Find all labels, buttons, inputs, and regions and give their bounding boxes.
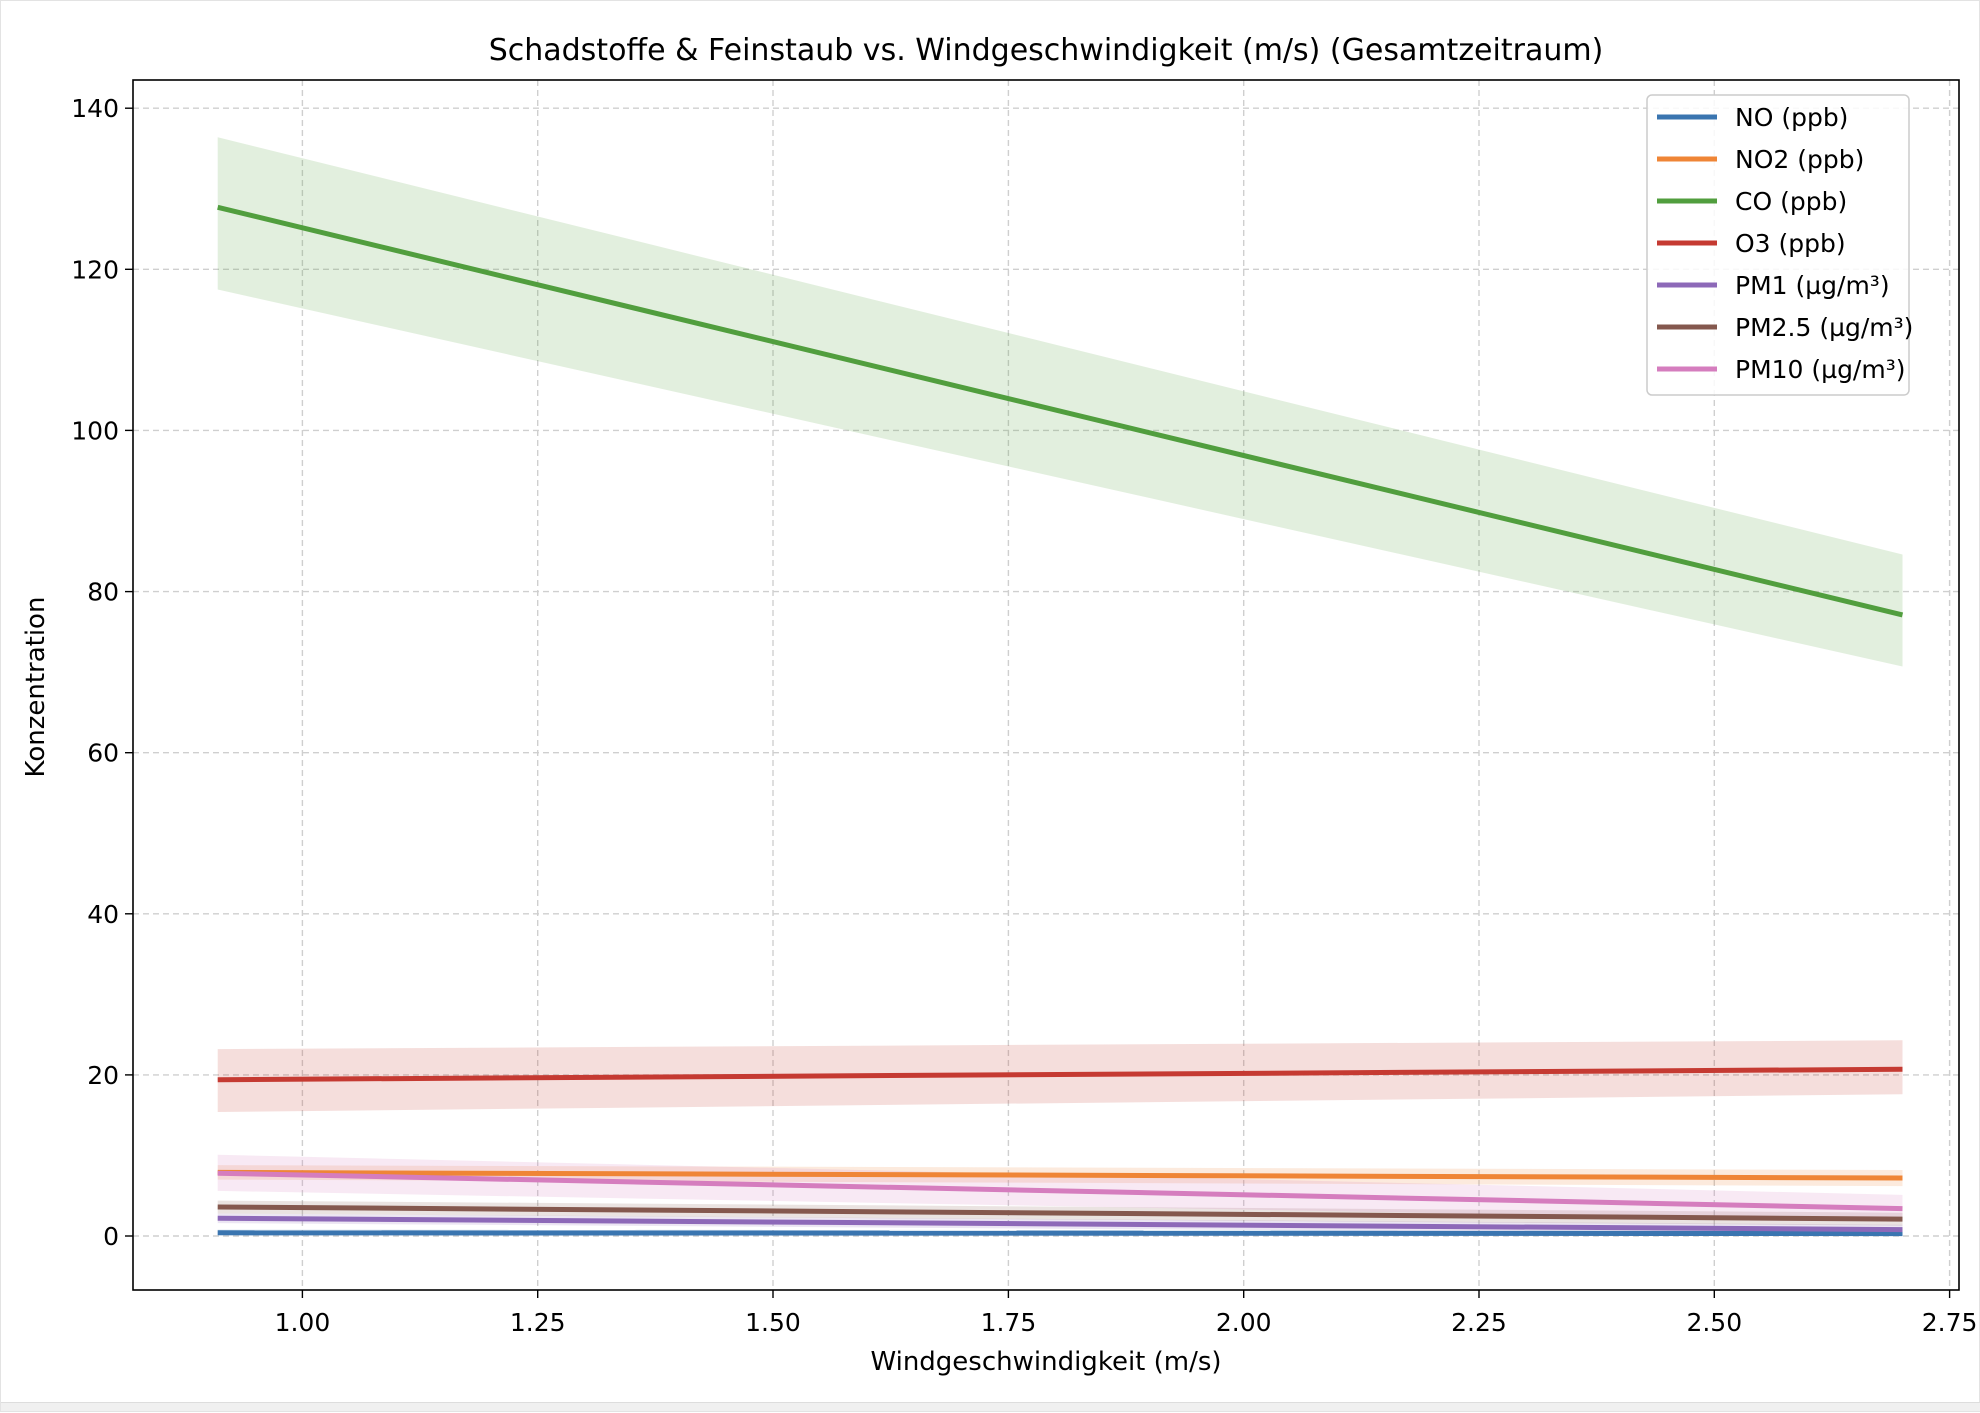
x-tick-label: 1.75 [981, 1308, 1037, 1337]
series-line [217, 1066, 1903, 1083]
y-tick-label: 80 [87, 578, 119, 607]
series-line [217, 1215, 1903, 1233]
series-line [217, 1230, 1903, 1237]
legend-label: NO2 (ppb) [1735, 145, 1864, 174]
y-tick-label: 100 [71, 416, 119, 445]
y-tick-label: 120 [71, 255, 119, 284]
y-tick-label: 20 [87, 1061, 119, 1090]
x-tick-label: 1.50 [745, 1308, 801, 1337]
x-tick-label: 2.75 [1922, 1308, 1978, 1337]
legend-label: PM2.5 (µg/m³) [1735, 313, 1913, 342]
confidence-band [217, 137, 1903, 667]
legend-label: PM1 (µg/m³) [1735, 271, 1890, 300]
y-tick-label: 140 [71, 94, 119, 123]
series-line [217, 1204, 1903, 1222]
legend-items: NO (ppb) NO2 (ppb) CO (ppb) O3 (ppb) PM1 (µg… [1657, 103, 1913, 384]
tick-layer: 1.00 1.25 1.50 1.75 2.00 2.25 2.50 2.75 0 20 40 60 8… [71, 94, 1977, 1337]
series-line [217, 204, 1904, 618]
grid-layer [133, 80, 1959, 1290]
y-axis-label: Konzentration [21, 597, 51, 778]
series-line [217, 1170, 1903, 1212]
legend-label: CO (ppb) [1735, 187, 1847, 216]
legend-label: PM10 (µg/m³) [1735, 355, 1905, 384]
legend-label: NO (ppb) [1735, 103, 1848, 132]
x-tick-label: 2.50 [1686, 1308, 1742, 1337]
y-tick-label: 0 [103, 1222, 119, 1251]
bottom-strip [1, 1402, 1980, 1411]
x-tick-label: 2.25 [1451, 1308, 1507, 1337]
y-tick-label: 40 [87, 900, 119, 929]
y-tick-label: 60 [87, 739, 119, 768]
line-layer [217, 204, 1904, 1237]
legend-label: O3 (ppb) [1735, 229, 1846, 258]
series-line [217, 1169, 1903, 1181]
x-tick-label: 2.00 [1216, 1308, 1272, 1337]
chart-title: Schadstoffe & Feinstaub vs. Windgeschwin… [489, 33, 1604, 68]
x-axis-label: Windgeschwindigkeit (m/s) [870, 1347, 1221, 1377]
x-tick-label: 1.00 [275, 1308, 331, 1337]
x-tick-label: 1.25 [510, 1308, 566, 1337]
plot-frame [132, 79, 1960, 1291]
legend: NO (ppb) NO2 (ppb) CO (ppb) O3 (ppb) PM1 (µg… [1646, 94, 1913, 396]
legend-frame [1646, 94, 1910, 396]
